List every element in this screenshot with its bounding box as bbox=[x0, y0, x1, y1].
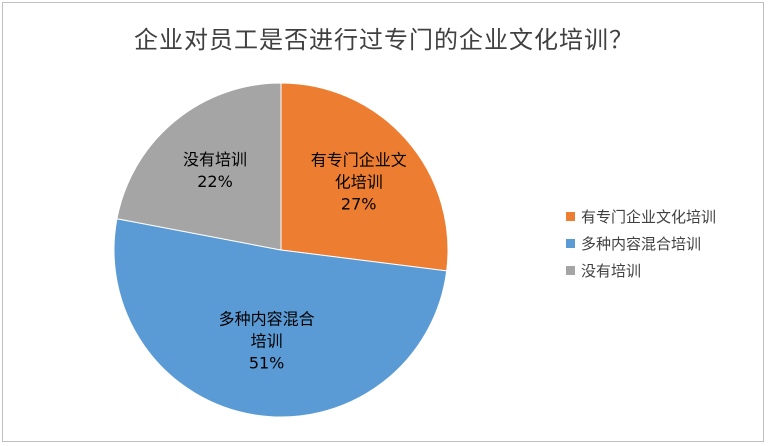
legend-item-mixed: 多种内容混合培训 bbox=[566, 230, 716, 257]
legend-item-specialized: 有专门企业文化培训 bbox=[566, 203, 716, 230]
legend-label: 多种内容混合培训 bbox=[581, 235, 702, 253]
legend-label: 有专门企业文化培训 bbox=[581, 208, 717, 226]
legend: 有专门企业文化培训 多种内容混合培训 没有培训 bbox=[566, 203, 716, 284]
slice-label-none: 没有培训 22% bbox=[183, 150, 247, 191]
legend-swatch bbox=[566, 239, 575, 248]
slice-label-specialized: 有专门企业文化培训 27% bbox=[311, 151, 407, 214]
chart-title: 企业对员工是否进行过专门的企业文化培训？ bbox=[134, 26, 634, 54]
legend-item-none: 没有培训 bbox=[566, 257, 716, 284]
slice-label-mixed: 多种内容混合培训 51% bbox=[219, 310, 315, 373]
slice-none bbox=[116, 82, 282, 251]
slice-specialized bbox=[280, 82, 449, 272]
legend-swatch bbox=[566, 266, 575, 275]
legend-label: 没有培训 bbox=[581, 262, 642, 280]
slice-mixed bbox=[113, 218, 448, 418]
legend-swatch bbox=[566, 212, 575, 221]
